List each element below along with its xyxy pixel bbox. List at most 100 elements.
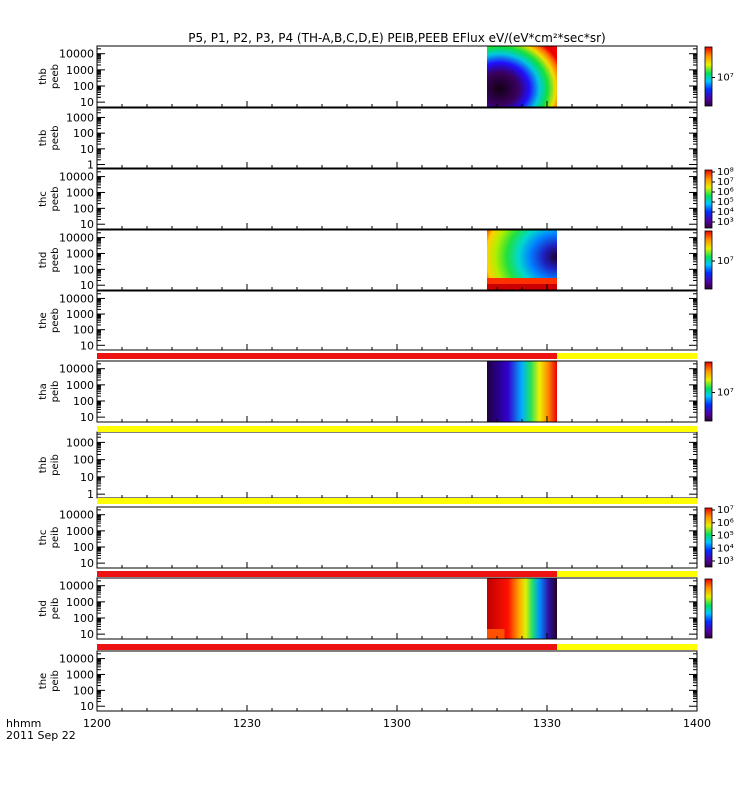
y-label-product: peib — [50, 527, 61, 549]
y-tick-label: 10000 — [59, 509, 94, 522]
colorbar — [704, 46, 713, 107]
x-tick-label: 1330 — [533, 717, 561, 730]
colorbar-tick-label: 10⁷ — [717, 505, 734, 516]
mode-bar-segment — [97, 571, 557, 577]
y-tick-label: 10 — [80, 471, 94, 484]
panel-frame — [96, 650, 698, 712]
panel-thd-peeb: 10000 1000 100 10 thd peeb 10⁷ — [38, 229, 734, 292]
panel-tha-peib: 10000 1000 100 10 tha peib 10⁷ — [38, 360, 734, 424]
colorbar — [704, 507, 713, 568]
panel-thd-peib: 10000 1000 100 10 thd peib — [38, 577, 713, 641]
y-tick-label: 10000 — [59, 363, 94, 376]
y-tick-label: 100 — [73, 263, 94, 276]
colorbar-tick-label: 10⁷ — [717, 177, 734, 188]
y-label-probe: thc — [38, 191, 49, 207]
panel-the-peib: 10000 1000 100 10 the peib — [38, 650, 698, 713]
panel-the-peeb: 10000 1000 100 10 the peeb — [38, 290, 698, 352]
mode-bar-segment — [97, 426, 697, 432]
y-label-probe: thd — [38, 252, 49, 269]
colorbar-tick-label: 10⁷ — [717, 388, 734, 399]
y-tick-label: 10 — [80, 143, 94, 156]
colorbar-tick-label: 10⁶ — [717, 518, 734, 529]
y-tick-label: 10 — [80, 339, 94, 352]
y-tick-label: 1000 — [66, 668, 94, 681]
y-tick-label: 100 — [73, 127, 94, 140]
colorbar-tick-label: 10⁵ — [717, 197, 734, 208]
mode-bar-stack — [97, 353, 697, 650]
mode-bar-segment — [557, 571, 697, 577]
colorbar-tick-label: 10³ — [717, 556, 734, 567]
y-tick-label: 10 — [80, 411, 94, 424]
y-tick-label: 1000 — [66, 525, 94, 538]
colorbar — [704, 578, 713, 639]
colorbar-tick-label: 10⁶ — [717, 187, 734, 198]
y-tick-label: 100 — [73, 202, 94, 215]
y-label-probe: the — [38, 673, 49, 689]
colorbar-tick-label: 10⁴ — [717, 207, 734, 218]
mode-bar-segment — [557, 353, 697, 359]
y-label-product: peib — [50, 454, 61, 476]
y-label-product: peib — [50, 598, 61, 620]
colorbar — [704, 230, 713, 290]
y-label-probe: thd — [38, 600, 49, 617]
y-tick-label: 1000 — [66, 64, 94, 77]
spectrogram-band — [487, 629, 505, 639]
y-tick-label: 10 — [80, 96, 94, 109]
y-tick-label: 10 — [80, 218, 94, 231]
colorbar — [704, 169, 713, 229]
colorbar-tick-label: 10⁷ — [717, 256, 734, 267]
colorbar-tick-label: 10³ — [717, 217, 734, 228]
y-tick-label: 10000 — [59, 232, 94, 245]
panel-thb-peeb: 1000 100 10 1 thb peeb — [38, 107, 698, 172]
y-tick-label: 1000 — [66, 111, 94, 124]
y-tick-label: 1000 — [66, 596, 94, 609]
mode-bar-segment — [97, 644, 557, 650]
chart-title: P5, P1, P2, P3, P4 (TH-A,B,C,D,E) PEIB,P… — [188, 31, 605, 45]
panel-frame — [96, 431, 698, 499]
panel-thb-peeb: 10000 1000 100 10 thb peeb 10⁷ — [38, 45, 734, 109]
panel-frame — [96, 229, 698, 291]
y-tick-label: 100 — [73, 80, 94, 93]
x-tick-label: 1400 — [683, 717, 711, 730]
y-tick-label: 10000 — [59, 580, 94, 593]
y-tick-label: 100 — [73, 324, 94, 337]
mode-bar-segment — [97, 353, 557, 359]
y-tick-label: 100 — [73, 395, 94, 408]
x-tick-label: 1230 — [233, 717, 261, 730]
colorbar-tick-label: 10⁵ — [717, 531, 734, 542]
spectrogram-data — [487, 578, 557, 639]
colorbar-tick-label: 10⁴ — [717, 543, 734, 554]
y-label-product: peeb — [50, 64, 61, 89]
time-label-hhmm: hhmm — [6, 717, 41, 730]
panel-thb-peib: 1000 100 10 1 thb peib — [38, 431, 698, 501]
y-tick-label: 1 — [87, 159, 94, 172]
y-label-probe: tha — [38, 383, 49, 399]
panel-frame — [96, 360, 698, 423]
y-label-probe: thc — [38, 530, 49, 546]
y-tick-label: 1000 — [66, 308, 94, 321]
y-label-product: peeb — [50, 187, 61, 212]
date-label: 2011 Sep 22 — [6, 729, 76, 742]
panel-frame — [96, 290, 698, 351]
y-tick-label: 1000 — [66, 247, 94, 260]
y-tick-label: 1 — [87, 488, 94, 501]
panel-frame — [96, 45, 698, 108]
colorbar-tick-label: 10⁷ — [717, 73, 734, 84]
mode-bar-segment — [97, 498, 697, 504]
x-tick-label: 1200 — [83, 717, 111, 730]
y-tick-label: 10 — [80, 628, 94, 641]
y-label-product: peib — [50, 670, 61, 692]
panel-frame — [96, 107, 698, 169]
y-label-probe: the — [38, 312, 49, 328]
spectrogram-data — [487, 361, 557, 422]
y-tick-label: 100 — [73, 454, 94, 467]
panel-frame — [96, 168, 698, 230]
y-tick-label: 100 — [73, 684, 94, 697]
y-label-product: peeb — [50, 308, 61, 333]
y-label-probe: thb — [38, 130, 49, 147]
panel-frame — [96, 506, 698, 569]
colorbar — [704, 361, 713, 422]
